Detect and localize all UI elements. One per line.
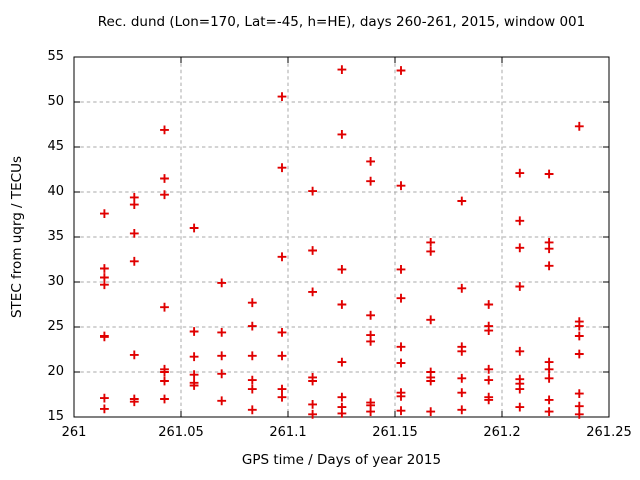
x-tick-label: 261.2: [483, 425, 521, 440]
y-tick-label: 15: [47, 409, 64, 424]
x-axis-label: GPS time / Days of year 2015: [241, 452, 442, 468]
x-tick-label: 261.25: [586, 425, 632, 440]
chart-title: Rec. dund (Lon=170, Lat=-45, h=HE), days…: [97, 14, 586, 30]
data-point-markers: [100, 65, 584, 419]
y-tick-label: 25: [47, 319, 64, 334]
x-tick-label: 261: [61, 425, 87, 440]
y-tick-label: 35: [47, 229, 64, 244]
grid-lines: [74, 57, 609, 417]
y-tick-label: 55: [47, 49, 64, 64]
y-tick-label: 30: [47, 274, 64, 289]
y-tick-label: 20: [47, 364, 64, 379]
tick-marks: [73, 56, 610, 418]
y-tick-label: 50: [47, 94, 64, 109]
y-tick-label: 45: [47, 139, 64, 154]
x-tick-label: 261.15: [372, 425, 418, 440]
x-tick-label: 261.1: [269, 425, 307, 440]
x-tick-label: 261.05: [158, 425, 204, 440]
y-tick-label: 40: [47, 184, 64, 199]
